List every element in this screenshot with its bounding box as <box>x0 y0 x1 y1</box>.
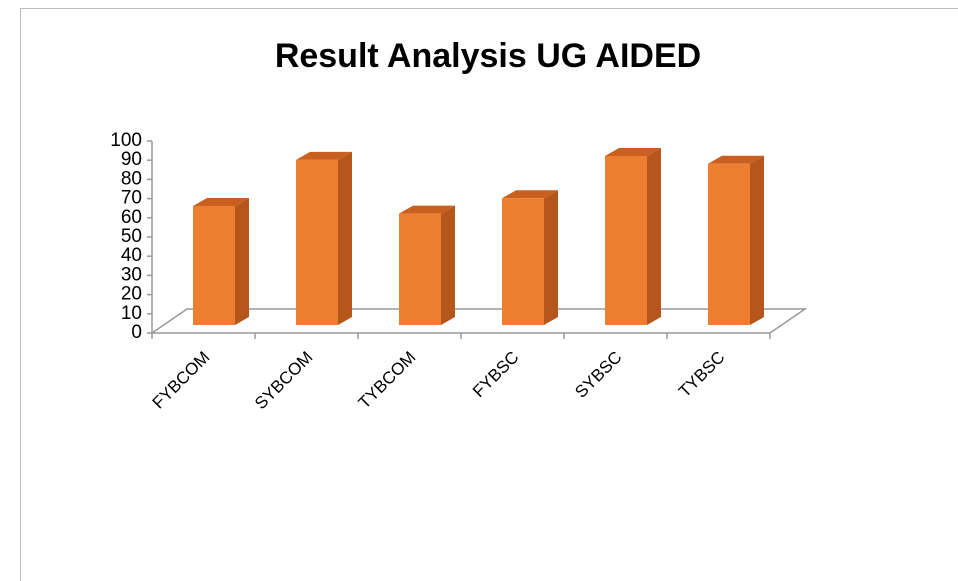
y-tick-label: 0 <box>131 322 142 343</box>
y-tick-label: 70 <box>121 188 142 209</box>
bar-side <box>441 205 455 325</box>
y-tick-label: 60 <box>121 207 142 228</box>
bar-front <box>399 213 441 325</box>
bar-side <box>544 190 558 325</box>
y-tick-label: 100 <box>110 130 142 151</box>
bar-top <box>193 197 249 206</box>
y-tick-label: 90 <box>121 149 142 170</box>
frame <box>20 8 958 581</box>
chart-title: Result Analysis UG AIDED <box>275 37 701 75</box>
bar-side <box>338 151 352 325</box>
x-tick-label: TYBSC <box>675 348 729 402</box>
bar <box>399 205 455 325</box>
bar-side <box>750 155 764 325</box>
bar-front <box>502 198 544 325</box>
bar <box>605 148 661 325</box>
floor <box>149 308 808 334</box>
bar-top <box>296 151 352 160</box>
y-tick-label: 30 <box>121 264 142 285</box>
bar-front <box>605 156 647 325</box>
bar-top <box>605 148 661 157</box>
bar <box>502 190 558 325</box>
x-tick-label: FYBSC <box>469 348 523 402</box>
bar <box>193 197 249 325</box>
y-tick-label: 10 <box>121 303 142 324</box>
bar-side <box>647 148 661 325</box>
bar-top <box>708 155 764 164</box>
bar-side <box>235 197 249 325</box>
bar-front <box>296 159 338 325</box>
x-tick-label: SYBCOM <box>251 348 317 414</box>
bar-top <box>502 190 558 199</box>
x-tick-label: SYBSC <box>571 348 625 402</box>
y-tick-label: 50 <box>121 226 142 247</box>
bar-front <box>193 205 235 325</box>
bar <box>708 155 764 325</box>
y-tick-label: 20 <box>121 284 142 305</box>
bar-top <box>399 205 455 214</box>
y-tick-label: 80 <box>121 168 142 189</box>
x-tick-label: TYBCOM <box>355 348 420 413</box>
bar <box>296 151 352 325</box>
bar-front <box>708 163 750 325</box>
y-tick-label: 40 <box>121 245 142 266</box>
x-tick-label: FYBCOM <box>149 348 214 413</box>
